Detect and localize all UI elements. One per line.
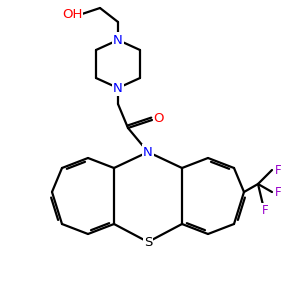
Text: OH: OH: [62, 8, 82, 22]
Text: N: N: [113, 82, 123, 94]
Text: N: N: [113, 34, 123, 46]
Text: N: N: [143, 146, 153, 158]
Text: S: S: [144, 236, 152, 248]
Text: F: F: [262, 203, 268, 217]
Text: O: O: [154, 112, 164, 125]
Text: F: F: [275, 185, 281, 199]
Text: F: F: [275, 164, 281, 176]
